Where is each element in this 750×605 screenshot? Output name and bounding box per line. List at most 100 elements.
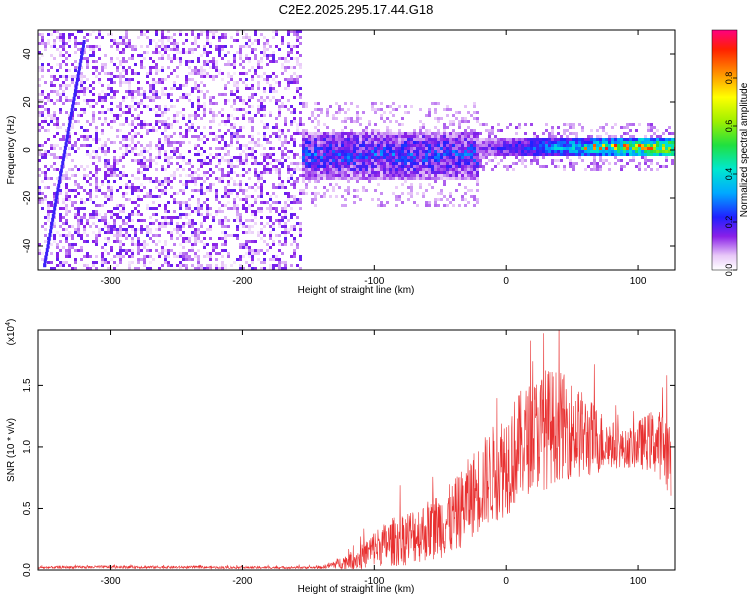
heatmap-cell xyxy=(278,147,281,150)
heatmap-cell xyxy=(620,153,623,156)
heatmap-cell xyxy=(296,60,299,63)
heatmap-cell xyxy=(332,150,335,153)
heatmap-cell xyxy=(290,216,293,219)
heatmap-cell xyxy=(254,156,257,159)
heatmap-cell xyxy=(476,162,479,165)
heatmap-cell xyxy=(110,87,113,90)
heatmap-cell xyxy=(365,171,368,174)
heatmap-cell xyxy=(449,174,452,177)
heatmap-cell xyxy=(197,138,200,141)
heatmap-cell xyxy=(182,51,185,54)
heatmap-cell xyxy=(74,174,77,177)
heatmap-cell xyxy=(482,156,485,159)
heatmap-cell xyxy=(662,153,665,156)
heatmap-cell xyxy=(344,135,347,138)
heatmap-cell xyxy=(176,120,179,123)
heatmap-cell xyxy=(188,225,191,228)
heatmap-cell xyxy=(512,141,515,144)
heatmap-cell xyxy=(176,192,179,195)
heatmap-cell xyxy=(440,198,443,201)
heatmap-cell xyxy=(206,213,209,216)
heatmap-cell xyxy=(323,132,326,135)
heatmap-cell xyxy=(311,150,314,153)
heatmap-cell xyxy=(638,138,641,141)
heatmap-cell xyxy=(131,99,134,102)
heatmap-cell xyxy=(170,144,173,147)
heatmap-cell xyxy=(473,111,476,114)
heatmap-cell xyxy=(296,90,299,93)
heatmap-cell xyxy=(467,162,470,165)
heatmap-cell xyxy=(386,150,389,153)
heatmap-cell xyxy=(101,252,104,255)
heatmap-cell xyxy=(92,111,95,114)
heatmap-cell xyxy=(179,213,182,216)
heatmap-cell xyxy=(566,144,569,147)
heatmap-cell xyxy=(296,222,299,225)
heatmap-cell xyxy=(569,165,572,168)
heatmap-cell xyxy=(248,186,251,189)
heatmap-cell xyxy=(41,66,44,69)
heatmap-cell xyxy=(47,150,50,153)
heatmap-cell xyxy=(389,120,392,123)
heatmap-cell xyxy=(248,39,251,42)
heatmap-cell xyxy=(356,162,359,165)
heatmap-cell xyxy=(269,135,272,138)
heatmap-cell xyxy=(98,45,101,48)
heatmap-cell xyxy=(371,159,374,162)
heatmap-cell xyxy=(317,138,320,141)
heatmap-cell xyxy=(380,168,383,171)
heatmap-cell xyxy=(320,111,323,114)
heatmap-cell xyxy=(329,168,332,171)
heatmap-cell xyxy=(185,207,188,210)
heatmap-cell xyxy=(284,222,287,225)
heatmap-cell xyxy=(503,165,506,168)
heatmap-cell xyxy=(326,141,329,144)
heatmap-cell xyxy=(641,138,644,141)
heatmap-cell xyxy=(392,102,395,105)
heatmap-cell xyxy=(296,30,299,33)
heatmap-cell xyxy=(194,171,197,174)
heatmap-cell xyxy=(575,132,578,135)
heatmap-cell xyxy=(278,234,281,237)
heatmap-cell xyxy=(437,129,440,132)
heatmap-cell xyxy=(314,150,317,153)
heatmap-cell xyxy=(356,135,359,138)
heatmap-cell xyxy=(185,93,188,96)
heatmap-cell xyxy=(602,159,605,162)
heatmap-trace-cell xyxy=(63,149,67,154)
heatmap-cell xyxy=(434,135,437,138)
heatmap-cell xyxy=(212,114,215,117)
heatmap-cell xyxy=(344,171,347,174)
heatmap-cell xyxy=(125,33,128,36)
heatmap-cell xyxy=(140,54,143,57)
heatmap-cell xyxy=(134,72,137,75)
heatmap-cell xyxy=(308,171,311,174)
heatmap-cell xyxy=(173,174,176,177)
heatmap-cell xyxy=(275,165,278,168)
heatmap-cell xyxy=(209,96,212,99)
heatmap-cell xyxy=(629,150,632,153)
heatmap-cell xyxy=(47,261,50,264)
heatmap-cell xyxy=(149,159,152,162)
heatmap-cell xyxy=(380,165,383,168)
heatmap-cell xyxy=(107,252,110,255)
heatmap-cell xyxy=(215,210,218,213)
heatmap-cell xyxy=(131,150,134,153)
heatmap-cell xyxy=(608,135,611,138)
heatmap-cell xyxy=(650,144,653,147)
heatmap-cell xyxy=(209,75,212,78)
heatmap-cell xyxy=(488,150,491,153)
heatmap-cell xyxy=(296,198,299,201)
heatmap-cell xyxy=(74,189,77,192)
heatmap-cell xyxy=(461,177,464,180)
heatmap-cell xyxy=(62,198,65,201)
heatmap-cell xyxy=(233,99,236,102)
heatmap-cell xyxy=(293,228,296,231)
heatmap-cell xyxy=(131,114,134,117)
heatmap-cell xyxy=(647,141,650,144)
heatmap-cell xyxy=(293,141,296,144)
heatmap-cell xyxy=(80,201,83,204)
heatmap-cell xyxy=(332,117,335,120)
heatmap-cell xyxy=(422,141,425,144)
heatmap-cell xyxy=(365,144,368,147)
